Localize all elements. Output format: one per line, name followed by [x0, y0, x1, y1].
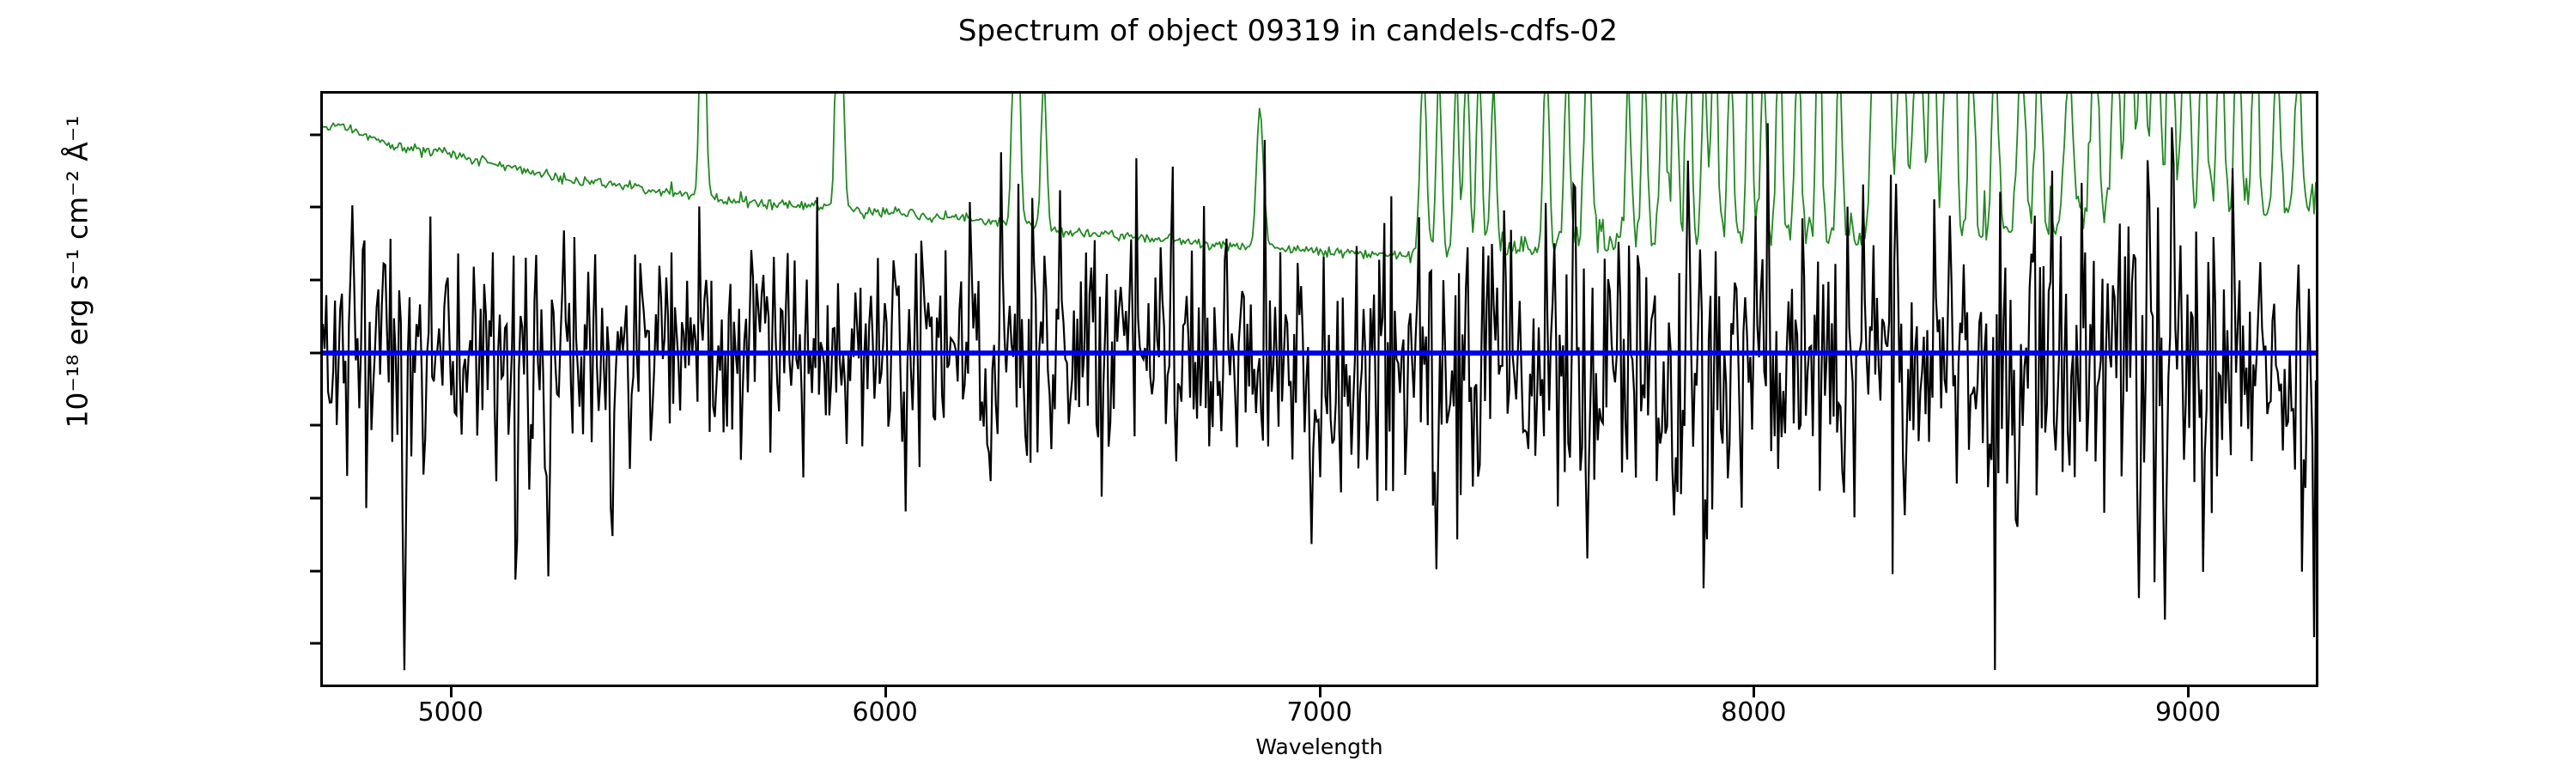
- x-tick-mark: [884, 687, 887, 697]
- plot-axes: [320, 91, 2318, 687]
- x-tick-label: 8000: [1721, 697, 1787, 727]
- page-title: Spectrum of object 09319 in candels-cdfs…: [957, 14, 1619, 48]
- y-tick-mark: [310, 496, 320, 500]
- y-axis-label: 10⁻¹⁸ erg s⁻¹ cm⁻² Å⁻¹: [60, 115, 94, 429]
- y-tick-mark: [310, 569, 320, 573]
- y-tick-mark: [310, 351, 320, 355]
- x-tick-label: 9000: [2155, 697, 2221, 727]
- x-tick-label: 6000: [852, 697, 918, 727]
- flux-series-line: [323, 123, 2316, 671]
- y-tick-mark: [310, 133, 320, 137]
- spectrum-canvas: [323, 94, 2316, 671]
- x-tick-mark: [2187, 687, 2190, 697]
- x-axis-label: Wavelength: [1255, 734, 1383, 759]
- x-tick-mark: [1318, 687, 1321, 697]
- x-tick-label: 7000: [1286, 697, 1352, 727]
- y-tick-mark: [310, 205, 320, 209]
- x-tick-mark: [449, 687, 453, 697]
- y-tick-mark: [310, 642, 320, 645]
- x-tick-label: 5000: [417, 697, 483, 727]
- y-tick-mark: [310, 423, 320, 427]
- x-tick-mark: [1753, 687, 1756, 697]
- error-series-line: [323, 94, 2316, 264]
- y-tick-mark: [310, 278, 320, 282]
